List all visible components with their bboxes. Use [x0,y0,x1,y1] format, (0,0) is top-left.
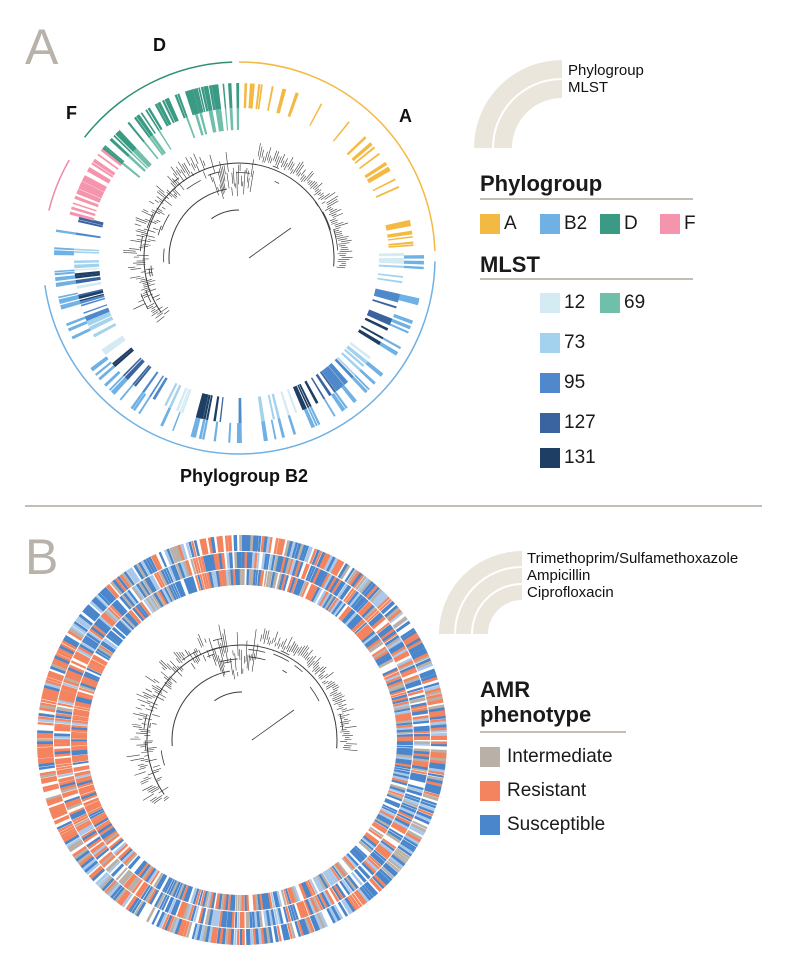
legend-item-phylogroup-d: D [600,213,638,235]
legend-title-amr: AMR phenotype [480,677,592,728]
swatch-mlst-73 [540,333,560,353]
panel-divider [25,505,762,507]
legend-title-mlst: MLST [480,252,540,277]
legend-divider [480,278,693,280]
ring-key-label: Ampicillin [527,567,591,584]
swatch-susceptible [480,815,500,835]
swatch-b2 [540,214,560,234]
swatch-d [600,214,620,234]
panel-a-ring-key-icon [474,60,562,148]
panel-a-circular-tree [44,61,436,455]
ring-key-label: Phylogroup [568,62,644,79]
ring-key-label: Ciprofloxacin [527,584,614,601]
legend-divider [480,731,626,733]
ring-key-label: Trimethoprim/Sulfamethoxazole [527,550,739,567]
phylogroup-a-label: A [399,106,412,126]
swatch-a [480,214,500,234]
legend-item-mlst-69: 69 [600,292,645,314]
legend-title-phylogroup: Phylogroup [480,171,603,196]
swatch-resistant [480,781,500,801]
legend-item-mlst-127: 127 [540,412,596,434]
legend-item-intermediate: Intermediate [480,746,613,768]
swatch-mlst-69 [600,293,620,313]
swatch-mlst-95 [540,373,560,393]
legend-item-mlst-73: 73 [540,332,585,354]
panel-b-circular-tree [37,535,447,945]
ring-key-label: MLST [568,79,609,96]
phylogroup-b2-label: Phylogroup B2 [180,466,309,486]
panel-b-ring-key-icon [439,551,522,634]
legend-divider [480,198,693,200]
swatch-intermediate [480,747,500,767]
swatch-mlst-127 [540,413,560,433]
swatch-mlst-131 [540,448,560,468]
panel-a-letter: A [25,19,59,75]
phylogroup-d-label: D [153,35,166,55]
swatch-f [660,214,680,234]
legend-item-phylogroup-a: A [480,213,517,235]
legend-item-susceptible: Susceptible [480,814,605,836]
legend-item-mlst-131: 131 [540,447,596,469]
legend-item-resistant: Resistant [480,780,586,802]
legend-item-phylogroup-f: F [660,213,696,235]
phylogroup-f-label: F [66,103,77,123]
panel-b-letter: B [25,529,59,585]
swatch-mlst-12 [540,293,560,313]
legend-item-phylogroup-b2: B2 [540,213,587,235]
legend-item-mlst-95: 95 [540,372,585,394]
legend-item-mlst-12: 12 [540,292,585,314]
